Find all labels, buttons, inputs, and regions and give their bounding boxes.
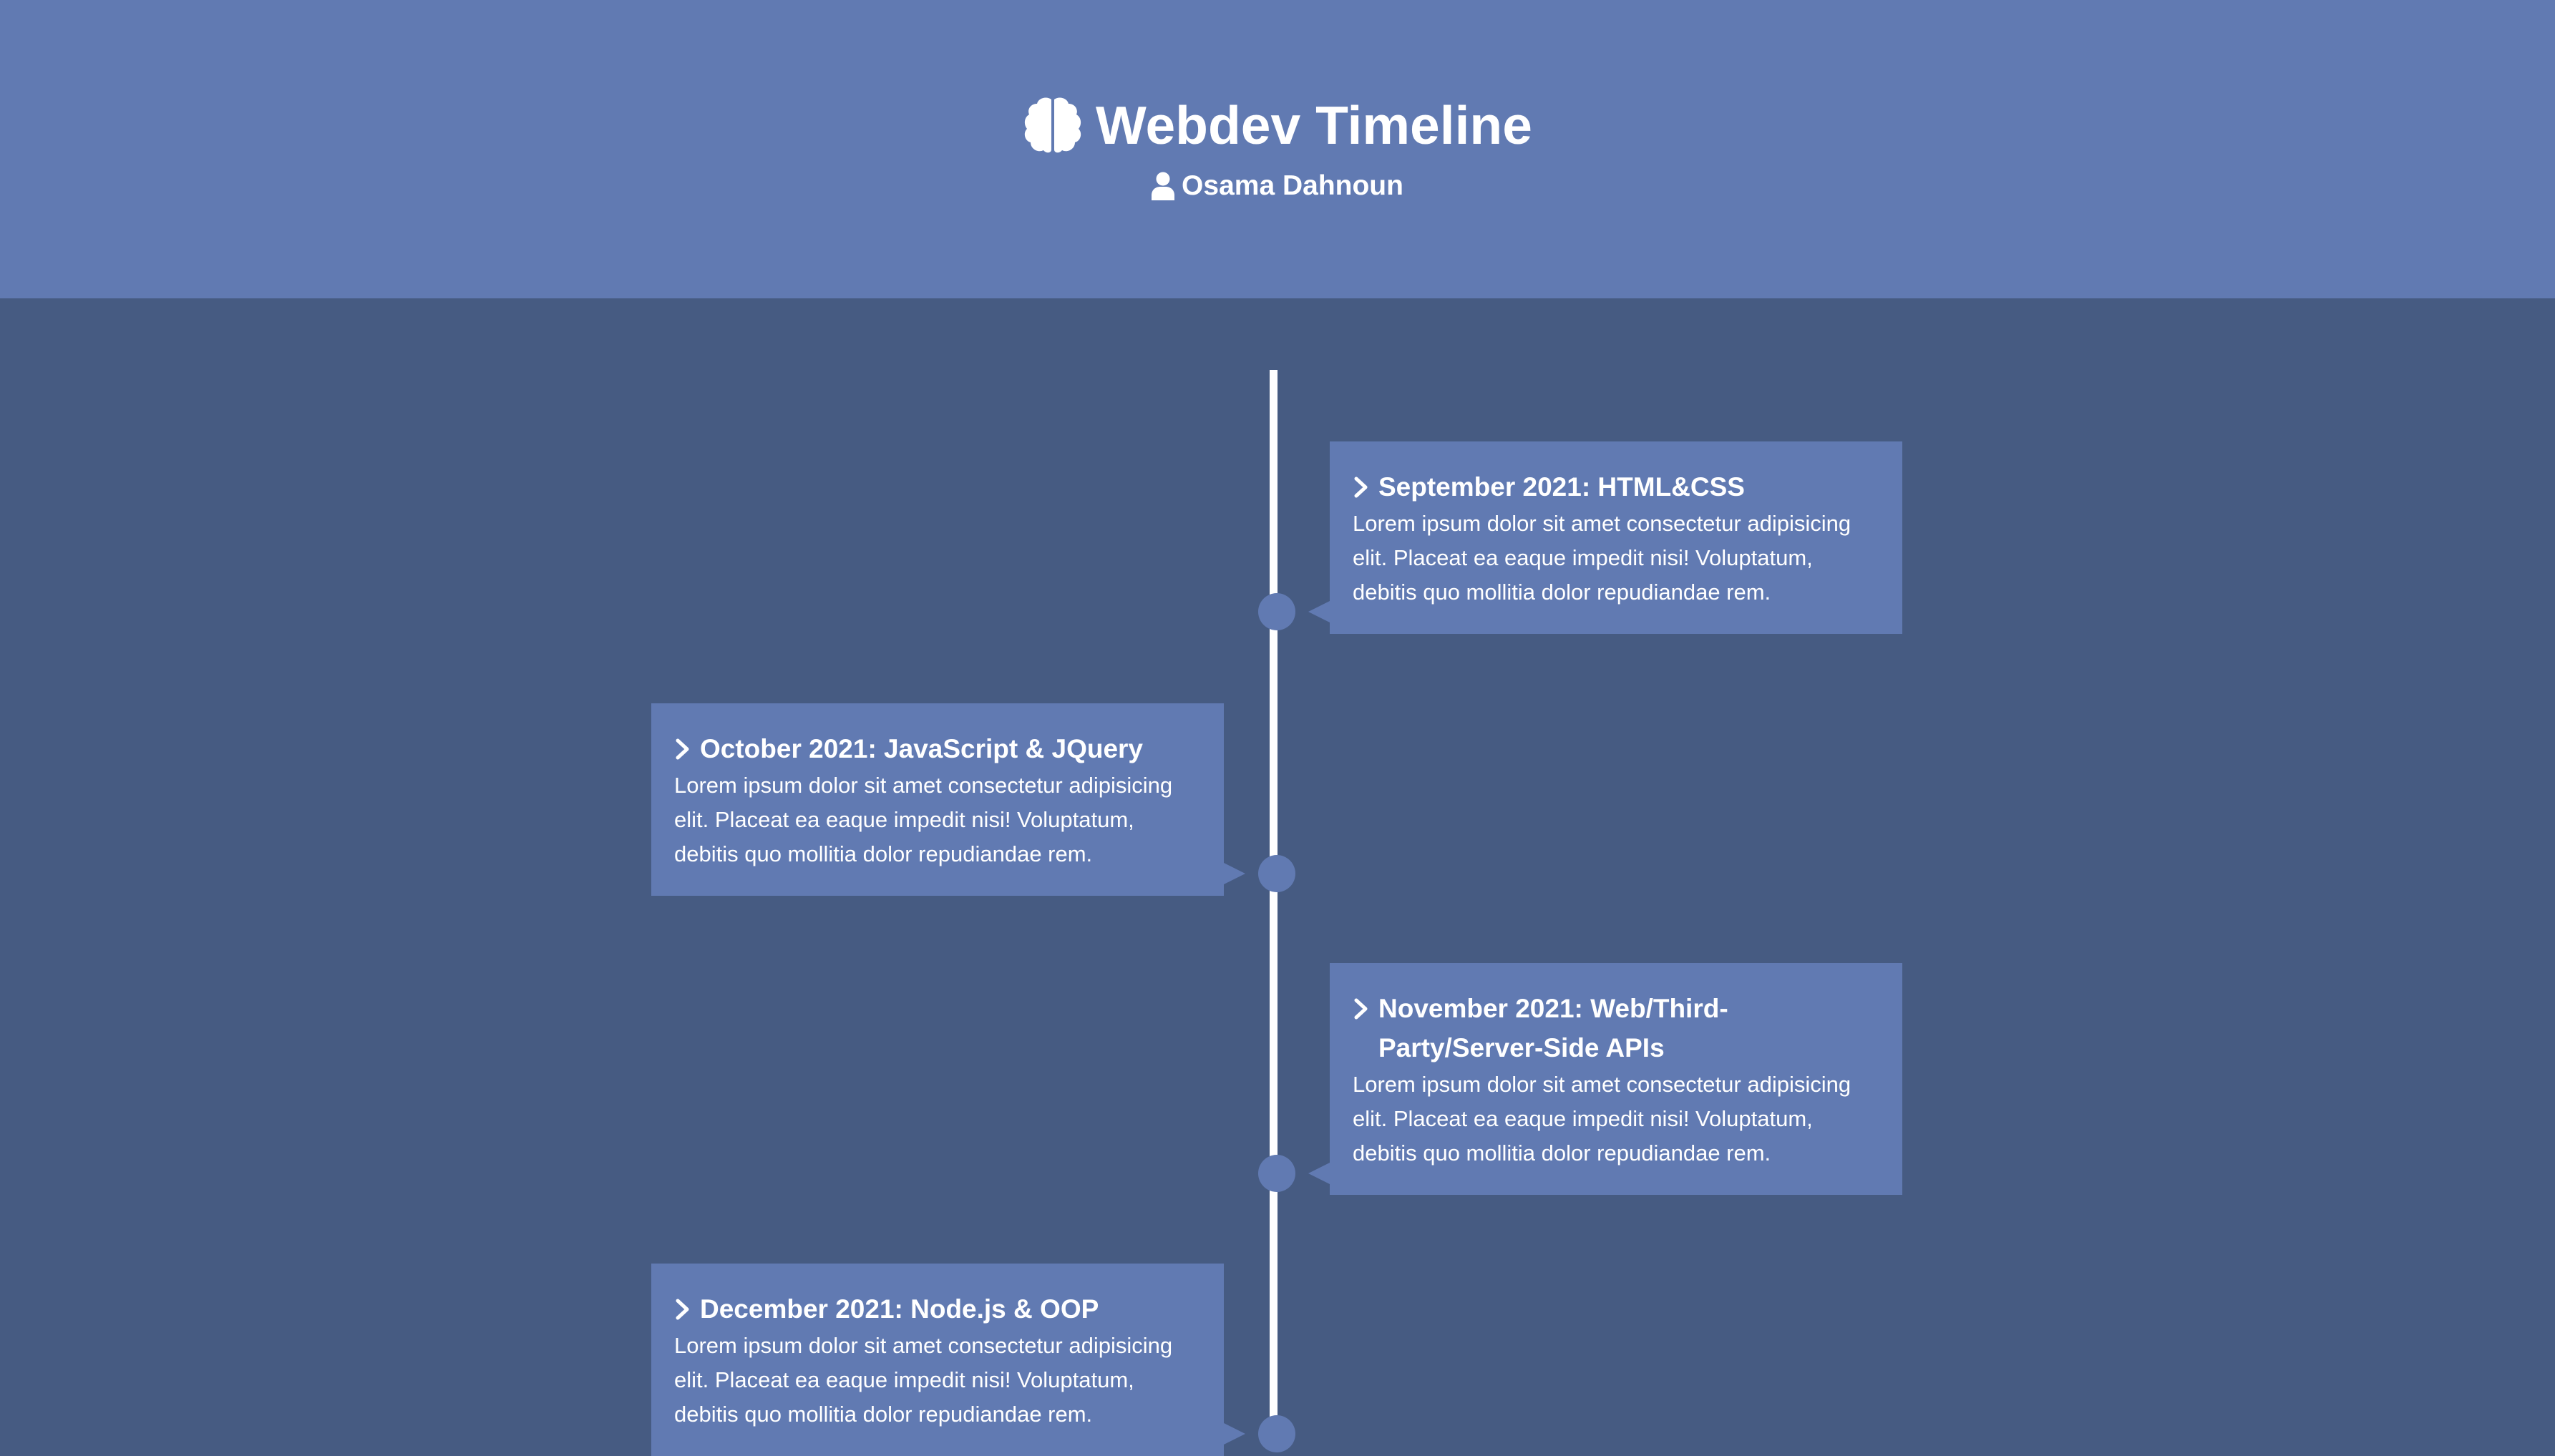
timeline-card-body: Lorem ipsum dolor sit amet consectetur a… <box>674 1333 1173 1427</box>
timeline-dot <box>1258 855 1295 892</box>
brain-icon <box>1024 97 1081 153</box>
timeline-card: October 2021: JavaScript & JQuery Lorem … <box>651 703 1245 896</box>
timeline-dot <box>1258 1155 1295 1192</box>
chevron-right-icon <box>676 738 689 760</box>
user-icon <box>1152 172 1175 200</box>
timeline-card-title: December 2021: Node.js & OOP <box>674 1289 1201 1329</box>
timeline-card-title: October 2021: JavaScript & JQuery <box>674 729 1201 768</box>
timeline-card-title-text: September 2021: HTML&CSS <box>1378 472 1745 502</box>
author-name: Osama Dahnoun <box>1182 170 1403 201</box>
timeline-card-title: November 2021: Web/Third-Party/Server-Si… <box>1353 989 1879 1067</box>
timeline-card-title: September 2021: HTML&CSS <box>1353 467 1879 507</box>
timeline-card-body: Lorem ipsum dolor sit amet consectetur a… <box>674 773 1173 866</box>
timeline-card-body: Lorem ipsum dolor sit amet consectetur a… <box>1353 511 1851 605</box>
chevron-right-icon <box>676 1299 689 1320</box>
title-row: Webdev Timeline <box>0 89 2555 161</box>
timeline-dot <box>1258 1415 1295 1452</box>
chevron-right-icon <box>1354 477 1368 498</box>
chevron-right-icon <box>1354 998 1368 1020</box>
page-title: Webdev Timeline <box>1096 95 1532 155</box>
timeline: September 2021: HTML&CSS Lorem ipsum dol… <box>0 298 2555 1456</box>
timeline-card: September 2021: HTML&CSS Lorem ipsum dol… <box>1308 441 1902 634</box>
author-row: Osama Dahnoun <box>0 166 2555 206</box>
timeline-card-title-text: November 2021: Web/Third-Party/Server-Si… <box>1378 994 1728 1062</box>
timeline-card-body: Lorem ipsum dolor sit amet consectetur a… <box>1353 1072 1851 1166</box>
timeline-card: November 2021: Web/Third-Party/Server-Si… <box>1308 963 1902 1195</box>
timeline-card: December 2021: Node.js & OOP Lorem ipsum… <box>651 1264 1245 1456</box>
timeline-card-title-text: October 2021: JavaScript & JQuery <box>700 734 1144 763</box>
timeline-line <box>1270 370 1278 1443</box>
timeline-card-title-text: December 2021: Node.js & OOP <box>700 1294 1099 1324</box>
timeline-dot <box>1258 593 1295 630</box>
page-header: Webdev Timeline Osama Dahnoun <box>0 0 2555 298</box>
